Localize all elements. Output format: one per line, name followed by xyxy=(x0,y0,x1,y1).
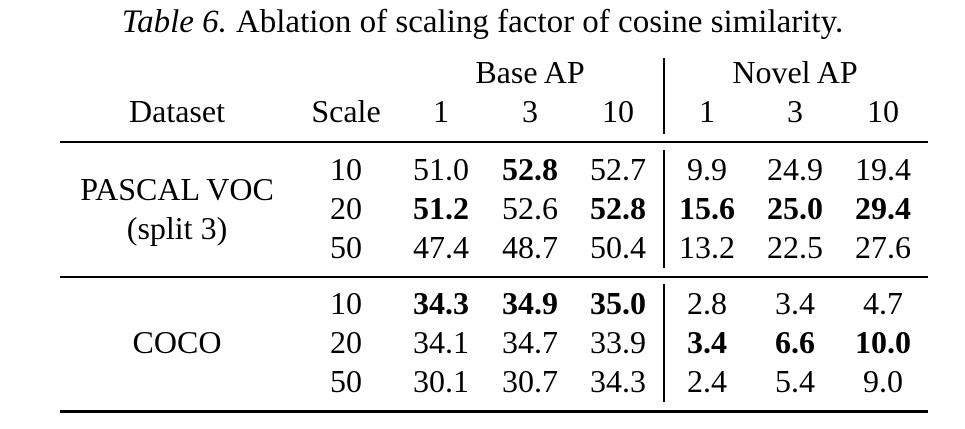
scale-cell: 10 xyxy=(330,151,362,187)
header-novel-shot-10: 10 xyxy=(867,93,899,129)
base-ap-cell: 52.8 xyxy=(590,190,646,226)
novel-ap-cell: 19.4 xyxy=(855,151,911,187)
novel-ap-cell: 22.5 xyxy=(767,229,823,265)
header-base-shot-1: 1 xyxy=(433,93,449,129)
base-ap-cell: 51.2 xyxy=(413,190,469,226)
base-ap-cell: 34.1 xyxy=(413,324,469,360)
base-ap-cell: 50.4 xyxy=(590,229,646,265)
novel-ap-cell: 2.8 xyxy=(687,285,727,321)
base-ap-cell: 34.3 xyxy=(413,285,469,321)
base-ap-cell: 48.7 xyxy=(502,229,558,265)
scale-cell: 50 xyxy=(330,363,362,399)
group-separator-rule xyxy=(60,276,928,278)
header-dataset: Dataset xyxy=(129,93,225,129)
header-base-shot-3: 3 xyxy=(522,93,538,129)
dataset-label: PASCAL VOC xyxy=(80,170,274,207)
base-ap-cell: 33.9 xyxy=(590,324,646,360)
base-ap-cell: 47.4 xyxy=(413,229,469,265)
base-ap-cell: 30.7 xyxy=(502,363,558,399)
header-novel-ap: Novel AP xyxy=(732,54,858,90)
header-base-ap: Base AP xyxy=(475,54,585,90)
header-base-shot-10: 10 xyxy=(602,93,634,129)
novel-ap-cell: 4.7 xyxy=(863,285,903,321)
novel-ap-cell: 25.0 xyxy=(767,190,823,226)
novel-ap-cell: 15.6 xyxy=(679,190,735,226)
top-rule xyxy=(60,141,928,143)
scale-cell: 10 xyxy=(330,285,362,321)
column-divider-coco xyxy=(663,284,665,402)
novel-ap-cell: 9.0 xyxy=(863,363,903,399)
dataset-label: COCO xyxy=(132,324,222,360)
novel-ap-cell: 3.4 xyxy=(775,285,815,321)
novel-ap-cell: 5.4 xyxy=(775,363,815,399)
novel-ap-cell: 9.9 xyxy=(687,151,727,187)
base-ap-cell: 52.7 xyxy=(590,151,646,187)
base-ap-cell: 51.0 xyxy=(413,151,469,187)
caption-label: Table 6. xyxy=(121,4,227,40)
base-ap-cell: 34.9 xyxy=(502,285,558,321)
column-divider-header xyxy=(663,58,665,134)
base-ap-cell: 35.0 xyxy=(590,285,646,321)
header-novel-shot-3: 3 xyxy=(787,93,803,129)
scale-cell: 20 xyxy=(330,324,362,360)
dataset-label: (split 3) xyxy=(126,209,228,246)
base-ap-cell: 52.6 xyxy=(502,190,558,226)
bottom-rule xyxy=(60,410,928,413)
novel-ap-cell: 10.0 xyxy=(855,324,911,360)
novel-ap-cell: 27.6 xyxy=(855,229,911,265)
novel-ap-cell: 13.2 xyxy=(679,229,735,265)
base-ap-cell: 34.3 xyxy=(590,363,646,399)
novel-ap-cell: 3.4 xyxy=(687,324,727,360)
header-scale: Scale xyxy=(311,93,381,129)
novel-ap-cell: 29.4 xyxy=(855,190,911,226)
scale-cell: 50 xyxy=(330,229,362,265)
base-ap-cell: 34.7 xyxy=(502,324,558,360)
caption-text: Ablation of scaling factor of cosine sim… xyxy=(235,4,844,40)
column-divider-voc xyxy=(663,150,665,268)
header-novel-shot-1: 1 xyxy=(699,93,715,129)
novel-ap-cell: 2.4 xyxy=(687,363,727,399)
novel-ap-cell: 6.6 xyxy=(775,324,815,360)
base-ap-cell: 30.1 xyxy=(413,363,469,399)
scale-cell: 20 xyxy=(330,190,362,226)
table-caption: Table 6. Ablation of scaling factor of co… xyxy=(0,2,965,42)
novel-ap-cell: 24.9 xyxy=(767,151,823,187)
base-ap-cell: 52.8 xyxy=(502,151,558,187)
